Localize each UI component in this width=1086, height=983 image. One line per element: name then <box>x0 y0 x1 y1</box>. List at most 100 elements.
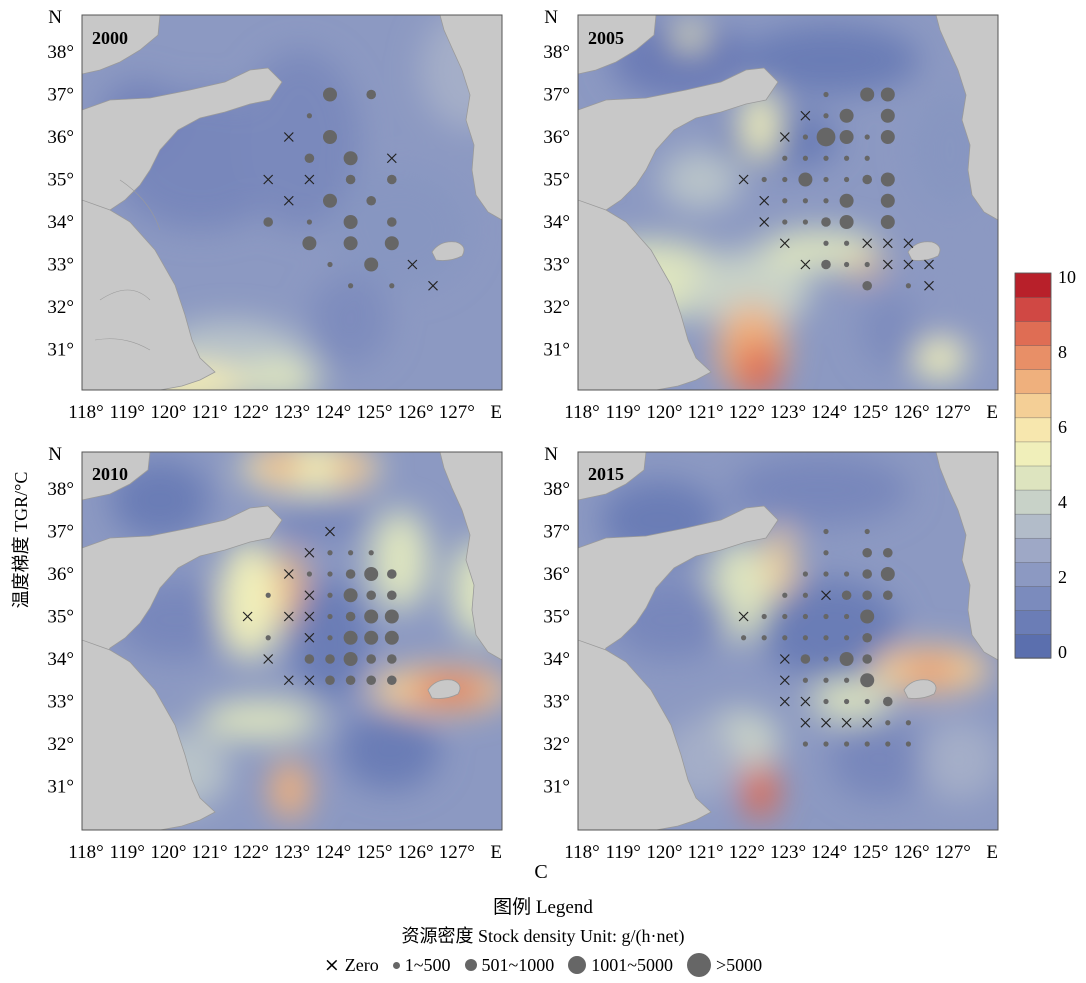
panel-c-label: C <box>534 861 547 883</box>
map-panel-2010: 2010 <box>81 451 503 831</box>
station-dot-2015-56 <box>885 741 891 747</box>
station-dot-2000-23 <box>364 257 379 272</box>
tgr-field-2005 <box>578 20 990 390</box>
lat-tick-2010-5: 33° <box>47 692 74 713</box>
station-zero-2000-2 <box>283 132 294 142</box>
colorbar-step-13 <box>1014 320 1052 346</box>
station-dot-2000-1 <box>366 89 377 100</box>
lon-tick-2010-0: 118° <box>68 842 103 863</box>
lon-tick-2000-5: 123° <box>274 402 310 423</box>
station-dot-2005-23 <box>844 176 850 183</box>
station-dot-2005-22 <box>823 176 829 183</box>
lon-tick-2010-8: 126° <box>398 842 434 863</box>
station-dot-2010-11 <box>265 592 271 598</box>
station-dot-2005-1 <box>860 87 875 102</box>
colorbar-step-4 <box>1014 537 1052 563</box>
lat-tick-2000-5: 33° <box>47 255 74 276</box>
station-zero-2005-3 <box>800 110 811 121</box>
station-dot-2010-21 <box>345 611 356 622</box>
station-dot-2005-13 <box>782 155 788 161</box>
colorbar-step-0 <box>1014 633 1052 659</box>
east-label-2015: E <box>986 842 998 863</box>
station-dot-2005-31 <box>880 193 895 208</box>
station-dot-2010-40 <box>366 675 377 686</box>
station-dot-2015-51 <box>905 720 912 726</box>
lat-tick-2015-2: 36° <box>543 564 570 585</box>
station-dot-2005-40 <box>844 240 850 246</box>
lon-tick-2010-2: 120° <box>150 842 186 863</box>
lat-tick-2005-0: 38° <box>543 42 570 63</box>
east-label-2000: E <box>490 402 502 423</box>
north-label-2000: N <box>48 7 62 28</box>
station-dot-2015-37 <box>823 677 829 683</box>
station-zero-2000-9 <box>304 174 315 185</box>
lat-tick-2000-6: 32° <box>47 297 74 318</box>
station-dot-2015-28 <box>844 635 850 641</box>
land-jiangsu-2005 <box>578 199 712 390</box>
station-dot-2015-36 <box>802 677 809 683</box>
land-jeju-2010 <box>427 679 461 699</box>
land-korea-2015 <box>935 452 998 661</box>
land-jeju-2005 <box>907 241 941 261</box>
station-dot-2000-4 <box>323 130 337 144</box>
station-dot-2000-14 <box>366 195 377 206</box>
colorbar-step-9 <box>1014 417 1052 443</box>
land-korea-2010 <box>439 452 502 661</box>
colorbar-step-11 <box>1014 369 1052 395</box>
colorbar-tick-4: 2 <box>1058 567 1067 587</box>
station-dot-2010-41 <box>387 675 397 686</box>
lat-tick-2005-6: 32° <box>543 297 570 318</box>
lon-tick-2000-4: 122° <box>233 402 269 423</box>
station-dot-2005-4 <box>823 113 829 119</box>
station-dot-2015-50 <box>885 720 891 726</box>
station-dot-2015-15 <box>883 590 893 601</box>
station-dot-2005-15 <box>823 155 829 161</box>
station-dot-2005-11 <box>864 134 870 140</box>
station-dot-2000-6 <box>343 151 358 166</box>
land-jiangsu-2000 <box>82 199 216 390</box>
station-dot-2015-45 <box>883 696 893 707</box>
station-dot-2005-10 <box>839 130 854 144</box>
station-dot-2015-19 <box>802 613 809 620</box>
axis-labels: N 38° 37° 36° 35° 34° 33° 32° 31° 118° 119° 120° 121… <box>47 7 998 863</box>
station-dot-2015-42 <box>823 698 829 705</box>
station-dot-2000-19 <box>302 236 317 251</box>
lon-tick-2005-0: 118° <box>564 402 599 423</box>
station-dot-2005-19 <box>761 176 767 183</box>
colorbar-title: 温度梯度 TGR/°C <box>11 472 31 609</box>
station-dot-2015-53 <box>823 741 829 747</box>
legend-label-dot-1: 1~500 <box>404 954 451 975</box>
map-panel-2000: 2000 <box>81 14 503 391</box>
station-dot-2000-20 <box>343 236 358 251</box>
station-dot-2010-14 <box>343 588 358 603</box>
lat-tick-2005-3: 35° <box>543 170 570 191</box>
station-dot-2010-2 <box>327 550 333 556</box>
lon-tick-2015-6: 124° <box>811 842 847 863</box>
station-dot-2010-34 <box>366 654 377 664</box>
lat-tick-2010-6: 32° <box>47 734 74 755</box>
station-zero-2010-1 <box>304 547 315 558</box>
north-label-2015: N <box>544 444 558 465</box>
lat-tick-2010-3: 35° <box>47 607 74 628</box>
lon-tick-2015-7: 125° <box>852 842 888 863</box>
lat-tick-2010-0: 38° <box>47 479 74 500</box>
colorbar-step-14 <box>1014 296 1052 322</box>
station-zero-2005-7 <box>779 132 790 142</box>
legend-label-dot-4: >5000 <box>716 954 763 975</box>
station-dot-2015-31 <box>800 654 811 664</box>
station-zero-2000-26 <box>407 259 418 270</box>
station-dot-2015-18 <box>782 613 788 620</box>
zero-marker-icon: × <box>323 953 340 976</box>
lat-tick-2015-5: 33° <box>543 692 570 713</box>
station-dot-2015-13 <box>841 590 852 601</box>
station-zero-2010-30 <box>263 654 274 664</box>
station-zero-2005-26 <box>759 195 770 206</box>
station-dot-2000-21 <box>384 236 399 251</box>
station-dot-2015-14 <box>862 590 872 601</box>
station-dot-2005-0 <box>823 91 829 98</box>
lat-tick-2000-0: 38° <box>47 42 74 63</box>
lon-tick-2010-5: 123° <box>274 842 310 863</box>
station-dot-2005-5 <box>839 108 854 123</box>
lon-tick-2015-8: 126° <box>894 842 930 863</box>
station-dot-2010-26 <box>327 635 333 641</box>
